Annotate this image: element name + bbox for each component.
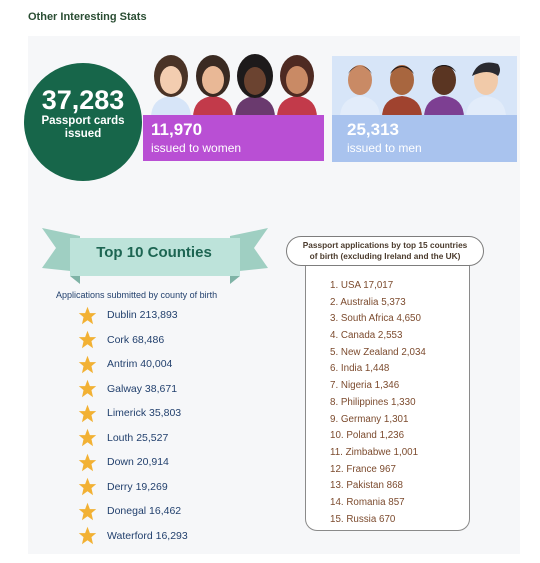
star-icon — [78, 453, 97, 471]
countries-title-line2: of birth (excluding Ireland and the UK) — [309, 251, 461, 261]
list-item: Louth 25,527 — [78, 426, 188, 451]
county-text: Galway 38,671 — [107, 382, 178, 395]
ribbon-banner — [42, 228, 268, 284]
total-value: 37,283 — [41, 85, 125, 115]
list-item: 12. France 967 — [330, 463, 396, 475]
list-item: 15. Russia 670 — [330, 513, 396, 525]
man-figure — [424, 65, 464, 118]
woman-figure — [193, 55, 233, 118]
list-item: 6. India 1,448 — [330, 363, 390, 375]
women-illustration — [151, 54, 317, 118]
list-item: Dublin 213,893 — [78, 303, 188, 328]
man-figure — [340, 65, 380, 118]
list-item: 3. South Africa 4,650 — [330, 313, 421, 325]
countries-panel — [305, 260, 470, 531]
star-icon — [78, 331, 97, 349]
county-text: Limerick 35,803 — [107, 407, 182, 420]
list-item: 2. Australia 5,373 — [330, 296, 406, 308]
country-list: 1. USA 17,017 2. Australia 5,373 3. Sout… — [330, 278, 426, 528]
county-text: Cork 68,486 — [107, 333, 165, 346]
men-stat-box: 25,313 issued to men — [332, 115, 517, 162]
section-heading: Other Interesting Stats — [28, 11, 147, 23]
list-item: Waterford 16,293 — [78, 524, 188, 549]
list-item: Derry 19,269 — [78, 475, 188, 500]
list-item: 4. Canada 2,553 — [330, 330, 403, 342]
county-text: Louth 25,527 — [107, 431, 169, 444]
man-figure — [466, 62, 506, 118]
list-item: 1. USA 17,017 — [330, 280, 394, 291]
total-label-line2: issued — [64, 128, 102, 140]
star-icon — [78, 429, 97, 447]
star-icon — [78, 306, 97, 324]
county-text: Dublin 213,893 — [107, 309, 178, 322]
county-text: Donegal 16,462 — [107, 505, 182, 518]
woman-figure — [277, 55, 317, 118]
list-item: Limerick 35,803 — [78, 401, 188, 426]
county-text: Antrim 40,004 — [107, 358, 173, 371]
list-item: Down 20,914 — [78, 450, 188, 475]
woman-figure — [151, 55, 191, 118]
county-text: Derry 19,269 — [107, 480, 168, 493]
men-illustration — [340, 62, 506, 118]
total-label-line1: Passport cards — [41, 115, 125, 127]
counties-title: Top 10 Counties — [96, 244, 212, 261]
list-item: 5. New Zealand 2,034 — [330, 346, 426, 358]
list-item: 8. Philippines 1,330 — [330, 396, 416, 408]
list-item: Donegal 16,462 — [78, 499, 188, 524]
man-figure — [382, 65, 422, 118]
star-icon — [78, 355, 97, 373]
star-icon — [78, 502, 97, 520]
list-item: 10. Poland 1,236 — [330, 430, 405, 442]
list-item: Antrim 40,004 — [78, 352, 188, 377]
list-item: 9. Germany 1,301 — [330, 413, 409, 425]
county-text: Down 20,914 — [107, 456, 169, 469]
total-passport-cards-circle: 37,283 Passport cards issued — [24, 63, 142, 181]
list-item: 11. Zimbabwe 1,001 — [330, 446, 419, 458]
county-text: Waterford 16,293 — [107, 529, 188, 542]
men-label: issued to men — [347, 141, 422, 155]
women-label: issued to women — [151, 141, 242, 155]
list-item: 14. Romania 857 — [330, 496, 405, 508]
star-icon — [78, 478, 97, 496]
list-item: 13. Pakistan 868 — [330, 480, 403, 492]
star-icon — [78, 380, 97, 398]
women-stat-box: 11,970 issued to women — [143, 115, 324, 161]
counties-subtitle: Applications submitted by county of birt… — [56, 290, 218, 300]
list-item: Cork 68,486 — [78, 328, 188, 353]
women-value: 11,970 — [151, 120, 203, 139]
county-list: Dublin 213,893 Cork 68,486 Antrim 40,004… — [78, 303, 188, 548]
countries-title: Passport applications by top 15 countrie… — [286, 236, 484, 266]
woman-figure — [235, 54, 275, 118]
star-icon — [78, 527, 97, 545]
star-icon — [78, 404, 97, 422]
list-item: 7. Nigeria 1,346 — [330, 380, 400, 392]
list-item: Galway 38,671 — [78, 377, 188, 402]
men-value: 25,313 — [347, 120, 399, 139]
countries-title-line1: Passport applications by top 15 countrie… — [302, 240, 468, 250]
